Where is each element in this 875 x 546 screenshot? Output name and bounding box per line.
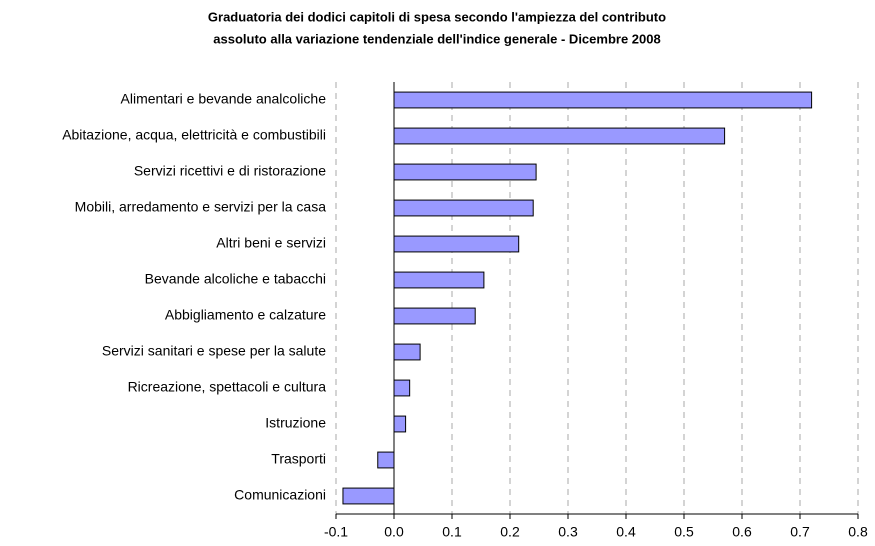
- x-tick-label: 0.1: [442, 524, 462, 540]
- y-tick-label: Bevande alcoliche e tabacchi: [145, 271, 326, 287]
- x-tick-label: 0.4: [616, 524, 636, 540]
- bar: [393, 379, 411, 397]
- y-tick-label: Trasporti: [271, 451, 326, 467]
- y-tick-label: Abbigliamento e calzature: [165, 307, 326, 323]
- bar: [393, 91, 813, 109]
- x-tick-label: 0.2: [500, 524, 520, 540]
- bar: [342, 487, 395, 505]
- bar: [393, 235, 520, 253]
- y-tick-label: Servizi ricettivi e di ristorazione: [134, 163, 326, 179]
- y-tick-label: Ricreazione, spettacoli e cultura: [128, 379, 327, 395]
- bar: [393, 127, 726, 145]
- bar: [393, 199, 534, 217]
- y-tick-label: Altri beni e servizi: [216, 235, 326, 251]
- y-tick-label: Mobili, arredamento e servizi per la cas…: [75, 199, 327, 215]
- y-tick-label: Istruzione: [265, 415, 326, 431]
- x-tick-label: 0.3: [558, 524, 578, 540]
- x-tick-label: 0.5: [674, 524, 694, 540]
- x-tick-label: -0.1: [324, 524, 348, 540]
- bar: [393, 163, 537, 181]
- y-tick-label: Alimentari e bevande analcoliche: [121, 91, 327, 107]
- bar: [393, 271, 485, 289]
- bar: [393, 415, 407, 433]
- y-tick-label: Servizi sanitari e spese per la salute: [102, 343, 326, 359]
- x-tick-label: 0.6: [732, 524, 752, 540]
- y-tick-label: Comunicazioni: [234, 487, 326, 503]
- bar: [377, 451, 395, 469]
- x-tick-label: 0.7: [790, 524, 810, 540]
- bar: [393, 307, 476, 325]
- y-tick-label: Abitazione, acqua, elettricità e combust…: [62, 127, 326, 143]
- x-tick-label: 0.8: [848, 524, 868, 540]
- bar: [393, 343, 421, 361]
- x-tick-label: 0.0: [384, 524, 404, 540]
- chart-title: Graduatoria dei dodici capitoli di spesa…: [208, 9, 666, 24]
- chart-title: assoluto alla variazione tendenziale del…: [213, 31, 660, 46]
